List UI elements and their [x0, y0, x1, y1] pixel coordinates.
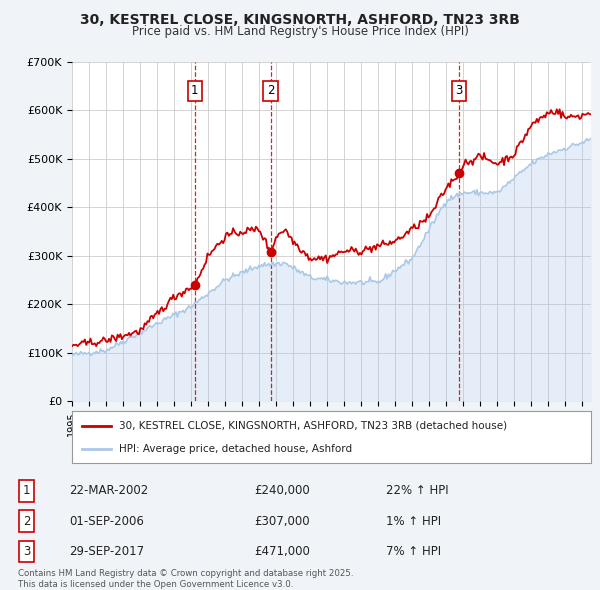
Text: 1: 1 [191, 84, 199, 97]
Text: 7% ↑ HPI: 7% ↑ HPI [386, 545, 442, 558]
Text: £240,000: £240,000 [254, 484, 310, 497]
Text: 3: 3 [455, 84, 463, 97]
Text: HPI: Average price, detached house, Ashford: HPI: Average price, detached house, Ashf… [119, 444, 352, 454]
Text: 22-MAR-2002: 22-MAR-2002 [70, 484, 149, 497]
Text: 1% ↑ HPI: 1% ↑ HPI [386, 514, 442, 527]
Text: 3: 3 [23, 545, 30, 558]
Text: Price paid vs. HM Land Registry's House Price Index (HPI): Price paid vs. HM Land Registry's House … [131, 25, 469, 38]
Text: 01-SEP-2006: 01-SEP-2006 [70, 514, 145, 527]
Text: 30, KESTREL CLOSE, KINGSNORTH, ASHFORD, TN23 3RB: 30, KESTREL CLOSE, KINGSNORTH, ASHFORD, … [80, 13, 520, 27]
Text: 22% ↑ HPI: 22% ↑ HPI [386, 484, 449, 497]
Text: 2: 2 [267, 84, 274, 97]
Text: £471,000: £471,000 [254, 545, 310, 558]
Text: £307,000: £307,000 [254, 514, 310, 527]
Text: 2: 2 [23, 514, 30, 527]
Text: 29-SEP-2017: 29-SEP-2017 [70, 545, 145, 558]
Text: 1: 1 [23, 484, 30, 497]
Text: 30, KESTREL CLOSE, KINGSNORTH, ASHFORD, TN23 3RB (detached house): 30, KESTREL CLOSE, KINGSNORTH, ASHFORD, … [119, 421, 507, 431]
Text: Contains HM Land Registry data © Crown copyright and database right 2025.
This d: Contains HM Land Registry data © Crown c… [18, 569, 353, 589]
